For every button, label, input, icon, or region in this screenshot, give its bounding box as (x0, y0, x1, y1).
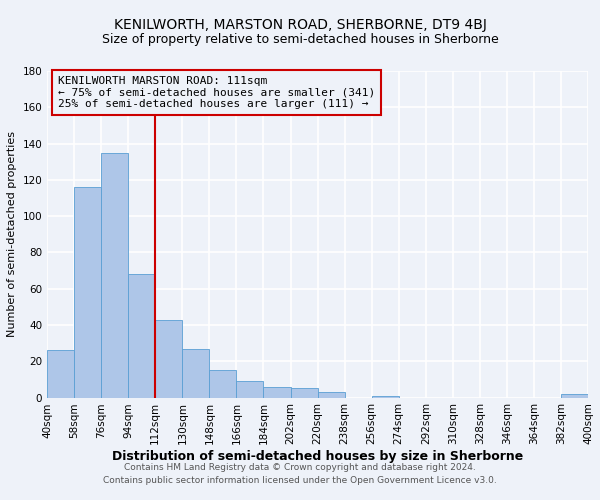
Bar (128, 274, 155, 398)
Bar (317, 392, 344, 398)
Text: Size of property relative to semi-detached houses in Sherborne: Size of property relative to semi-detach… (101, 32, 499, 46)
Bar (47, 350, 74, 398)
Bar (236, 381, 263, 398)
Bar (290, 388, 317, 398)
Bar (371, 396, 399, 398)
Bar (182, 348, 209, 398)
X-axis label: Distribution of semi-detached houses by size in Sherborne: Distribution of semi-detached houses by … (112, 450, 523, 463)
Text: KENILWORTH, MARSTON ROAD, SHERBORNE, DT9 4BJ: KENILWORTH, MARSTON ROAD, SHERBORNE, DT9… (113, 18, 487, 32)
Bar (263, 386, 290, 398)
Bar (561, 394, 588, 398)
Text: KENILWORTH MARSTON ROAD: 111sqm
← 75% of semi-detached houses are smaller (341)
: KENILWORTH MARSTON ROAD: 111sqm ← 75% of… (58, 76, 375, 109)
Bar (209, 370, 236, 398)
Y-axis label: Number of semi-detached properties: Number of semi-detached properties (7, 131, 17, 337)
Bar (155, 320, 182, 398)
Text: Contains HM Land Registry data © Crown copyright and database right 2024.
Contai: Contains HM Land Registry data © Crown c… (103, 464, 497, 485)
Bar (101, 152, 128, 398)
Bar (74, 187, 101, 398)
